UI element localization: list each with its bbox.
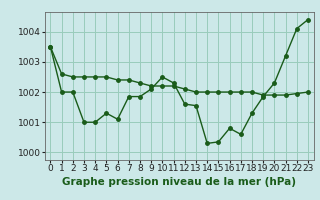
- X-axis label: Graphe pression niveau de la mer (hPa): Graphe pression niveau de la mer (hPa): [62, 177, 296, 187]
